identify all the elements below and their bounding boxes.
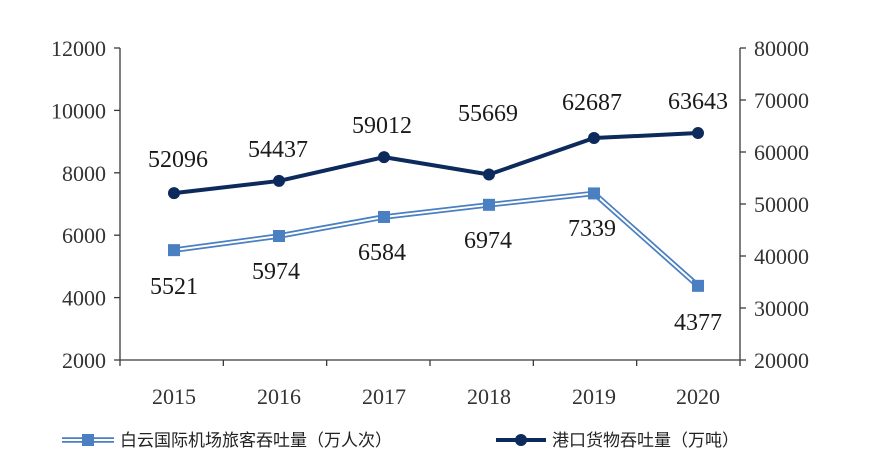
x-tick-label: 2016 [257,384,301,409]
passenger-point [483,198,495,211]
x-tick-label: 2019 [572,384,616,409]
cargo-data-label: 54437 [248,137,308,163]
cargo-data-label: 52096 [148,147,208,173]
y-left-tick-label: 6000 [62,223,106,248]
passenger-point [378,210,390,223]
legend: 白云国际机场旅客吞吐量（万人次） 港口货物吞吐量（万吨） [62,431,739,451]
y-left-tick-label: 8000 [62,161,106,186]
cargo-point [378,151,390,164]
passenger-data-label: 7339 [568,216,616,242]
passenger-data-label: 4377 [674,310,722,336]
cargo-point [588,132,600,145]
passenger-data-label: 6584 [358,240,406,266]
x-tick-label: 2018 [467,384,511,409]
cargo-point [273,174,285,187]
plot-series: 5521 5974 6584 6974 7339 4377 52096 54437 59012 5… [148,89,728,336]
cargo-point [483,168,495,181]
legend-passenger-label: 白云国际机场旅客吞吐量（万人次） [120,431,392,451]
y-right-tick-label: 70000 [754,88,809,113]
cargo-point [168,187,180,200]
y-right-tick-label: 30000 [754,296,809,321]
axes: 2000 4000 6000 8000 10000 12000 20000 30000 4000… [51,36,809,409]
passenger-series-line-inner [173,192,699,287]
legend-cargo-label: 港口货物吞吐量（万吨） [552,431,739,451]
legend-cargo-marker [515,434,527,446]
passenger-data-label: 5974 [252,259,300,285]
cargo-series-line [173,131,699,196]
y-right-tick-label: 50000 [754,192,809,217]
passenger-data-label: 6974 [464,228,512,254]
y-left-tick-label: 12000 [51,36,106,61]
y-right-tick-label: 20000 [754,348,809,373]
y-right-tick-label: 80000 [754,36,809,61]
passenger-point [168,244,180,257]
x-tick-label: 2017 [362,384,406,409]
cargo-data-label: 62687 [562,90,622,116]
passenger-point [588,187,600,200]
legend-passenger-marker [82,434,94,446]
y-right-tick-label: 60000 [754,140,809,165]
x-tick-label: 2020 [676,384,720,409]
x-tick-label: 2015 [152,384,196,409]
cargo-data-label: 63643 [668,89,728,115]
y-left-tick-label: 4000 [62,286,106,311]
passenger-data-label: 5521 [150,274,198,300]
passenger-point [273,230,285,243]
cargo-data-label: 59012 [352,113,412,139]
y-left-tick-label: 10000 [51,98,106,123]
cargo-point [692,127,704,140]
y-right-tick-label: 40000 [754,244,809,269]
y-left-tick-label: 2000 [62,348,106,373]
cargo-data-label: 55669 [458,101,518,127]
passenger-point [692,279,704,292]
